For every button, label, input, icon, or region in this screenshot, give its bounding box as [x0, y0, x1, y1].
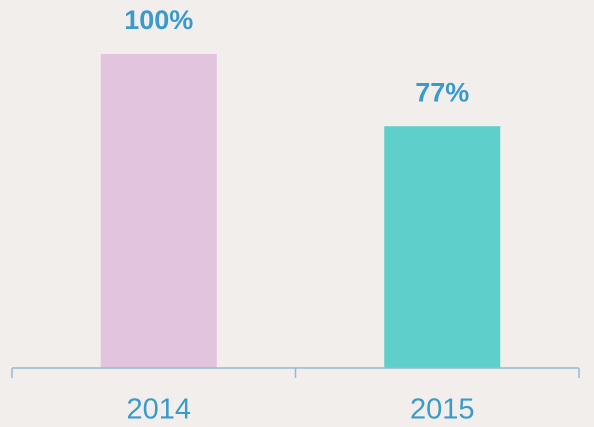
- value-label: 100%: [124, 5, 193, 35]
- x-tick-label: 2015: [410, 394, 475, 426]
- bar: [384, 126, 501, 368]
- bar: [100, 54, 217, 368]
- value-label: 77%: [415, 77, 469, 107]
- x-tick-label: 2014: [126, 394, 191, 426]
